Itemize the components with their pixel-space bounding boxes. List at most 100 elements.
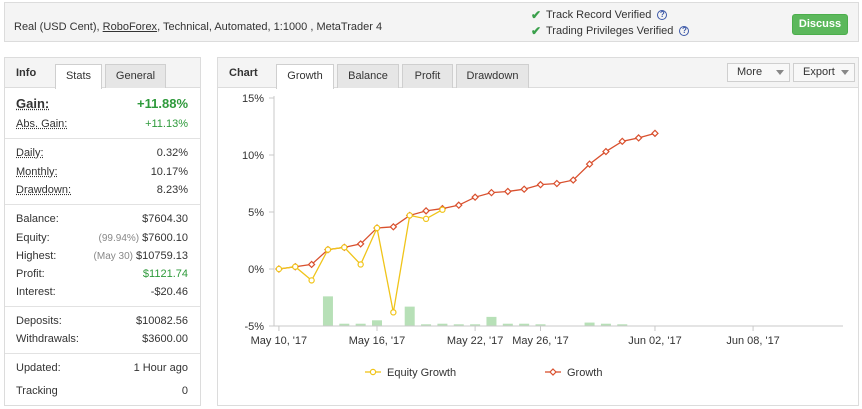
checkmark-icon: ✔ — [531, 8, 542, 22]
deposits-value: $10082.56 — [136, 315, 188, 327]
tab-balance[interactable]: Balance — [337, 64, 399, 88]
daily-label[interactable]: Daily: — [16, 147, 44, 159]
profit-row: Profit: $1121.74 — [16, 268, 188, 280]
drawdown-bar — [355, 323, 366, 326]
interest-label: Interest: — [16, 286, 56, 298]
drawdown-bar — [486, 316, 497, 326]
growth-point — [536, 180, 545, 189]
updated-value: 1 Hour ago — [133, 362, 188, 374]
equity-growth-point — [357, 261, 364, 268]
highest-row: Highest: (May 30) $10759.13 — [16, 250, 188, 262]
balance-value: $7604.30 — [142, 213, 188, 225]
y-tick-label: 5% — [248, 207, 264, 219]
drawdown-label[interactable]: Drawdown: — [16, 184, 72, 196]
updated-row: Updated: 1 Hour ago — [16, 362, 188, 374]
drawdown-row: Drawdown: 8.23% — [16, 184, 188, 196]
abs-gain-row: Abs. Gain: +11.13% — [16, 118, 188, 130]
broker-link[interactable]: RoboForex — [102, 21, 158, 33]
export-label: Export — [803, 66, 835, 78]
growth-point — [651, 129, 659, 138]
growth-point — [454, 201, 463, 210]
tab-general[interactable]: General — [105, 64, 166, 88]
growth-point — [569, 176, 578, 184]
legend-growth-marker — [549, 368, 557, 376]
trading-privileges-label: Trading Privileges Verified — [546, 25, 674, 37]
legend-equity-growth-marker — [369, 368, 377, 376]
discuss-button[interactable]: Discuss — [792, 14, 848, 35]
gain-label[interactable]: Gain: — [16, 96, 50, 111]
trading-privileges-status: ✔ Trading Privileges Verified ? — [531, 24, 690, 38]
divider — [5, 204, 200, 205]
updated-label: Updated: — [16, 362, 61, 374]
profit-label: Profit: — [16, 268, 45, 280]
profit-value: $1121.74 — [142, 268, 188, 280]
x-tick-label: May 26, '17 — [512, 335, 569, 347]
drawdown-bar — [470, 324, 481, 326]
drawdown-bar — [437, 323, 448, 326]
deposits-label: Deposits: — [16, 315, 62, 327]
tab-stats[interactable]: Stats — [55, 64, 102, 89]
abs-gain-label[interactable]: Abs. Gain: — [16, 118, 68, 130]
x-tick-label: May 22, '17 — [447, 335, 504, 347]
withdrawals-label: Withdrawals: — [16, 333, 79, 345]
growth-point — [389, 222, 398, 231]
chart-panel-title: Chart — [229, 67, 258, 79]
equity-growth-point — [390, 309, 397, 316]
track-record-label: Track Record Verified — [546, 9, 652, 21]
growth-point — [422, 207, 430, 215]
growth-point — [602, 147, 610, 156]
chart-panel: Chart Growth Balance Profit Drawdown Mor… — [217, 57, 859, 406]
daily-row: Daily: 0.32% — [16, 147, 188, 159]
y-tick-label: 10% — [242, 150, 264, 162]
equity-value: $7600.10 — [142, 232, 188, 244]
equity-growth-point — [439, 206, 446, 213]
drawdown-bar — [453, 324, 464, 326]
equity-row: Equity: (99.94%) $7600.10 — [16, 232, 188, 244]
x-tick-label: May 10, '17 — [251, 335, 308, 347]
tracking-value: 0 — [181, 385, 188, 397]
equity-growth-point — [422, 215, 430, 223]
drawdown-bar — [519, 323, 530, 326]
tracking-row: Tracking 0 — [16, 385, 188, 397]
divider — [5, 306, 200, 307]
account-type: Real (USD Cent), — [14, 21, 100, 33]
equity-growth-point — [373, 224, 381, 232]
account-details: , Technical, Automated, 1:1000 , MetaTra… — [157, 21, 383, 33]
equity-percent: (99.94%) — [98, 233, 140, 244]
highest-date: (May 30) — [93, 251, 133, 262]
tab-profit[interactable]: Profit — [402, 64, 453, 88]
drawdown-bar — [502, 323, 513, 326]
account-header-bar: Real (USD Cent), RoboForex, Technical, A… — [4, 2, 859, 42]
more-dropdown[interactable]: More — [727, 63, 790, 82]
help-icon[interactable]: ? — [679, 26, 690, 36]
growth-chart: 15% 10% 5% 0% -5% May 10, '17 May 16, '17 May 2… — [242, 93, 843, 379]
gain-value: +11.88% — [137, 96, 188, 111]
legend-equity-growth-label: Equity Growth — [387, 367, 456, 379]
withdrawals-row: Withdrawals: $3600.00 — [16, 333, 188, 345]
divider — [5, 138, 200, 139]
drawdown-bar — [535, 324, 546, 326]
interest-value: -$20.46 — [150, 286, 188, 298]
growth-point — [503, 187, 512, 196]
y-tick-label: -5% — [244, 321, 264, 333]
tab-drawdown[interactable]: Drawdown — [456, 64, 529, 88]
tab-growth[interactable]: Growth — [276, 64, 334, 89]
divider — [5, 353, 200, 354]
growth-point — [356, 240, 365, 248]
equity-growth-line — [278, 209, 443, 313]
drawdown-bar — [372, 320, 383, 326]
growth-point — [553, 179, 561, 188]
abs-gain-value: +11.13% — [145, 118, 188, 130]
daily-value: 0.32% — [156, 147, 188, 159]
track-record-status: ✔ Track Record Verified ? — [531, 8, 668, 22]
help-icon[interactable]: ? — [657, 10, 668, 20]
drawdown-bar — [339, 323, 350, 326]
growth-point — [487, 188, 496, 197]
y-tick-label: 15% — [242, 93, 264, 105]
account-summary: Real (USD Cent), RoboForex, Technical, A… — [14, 21, 382, 33]
equity-growth-point — [324, 246, 332, 253]
export-dropdown[interactable]: Export — [793, 63, 855, 82]
monthly-row: Monthly: 10.17% — [16, 166, 188, 178]
monthly-label[interactable]: Monthly: — [16, 166, 58, 178]
withdrawals-value: $3600.00 — [142, 333, 188, 345]
